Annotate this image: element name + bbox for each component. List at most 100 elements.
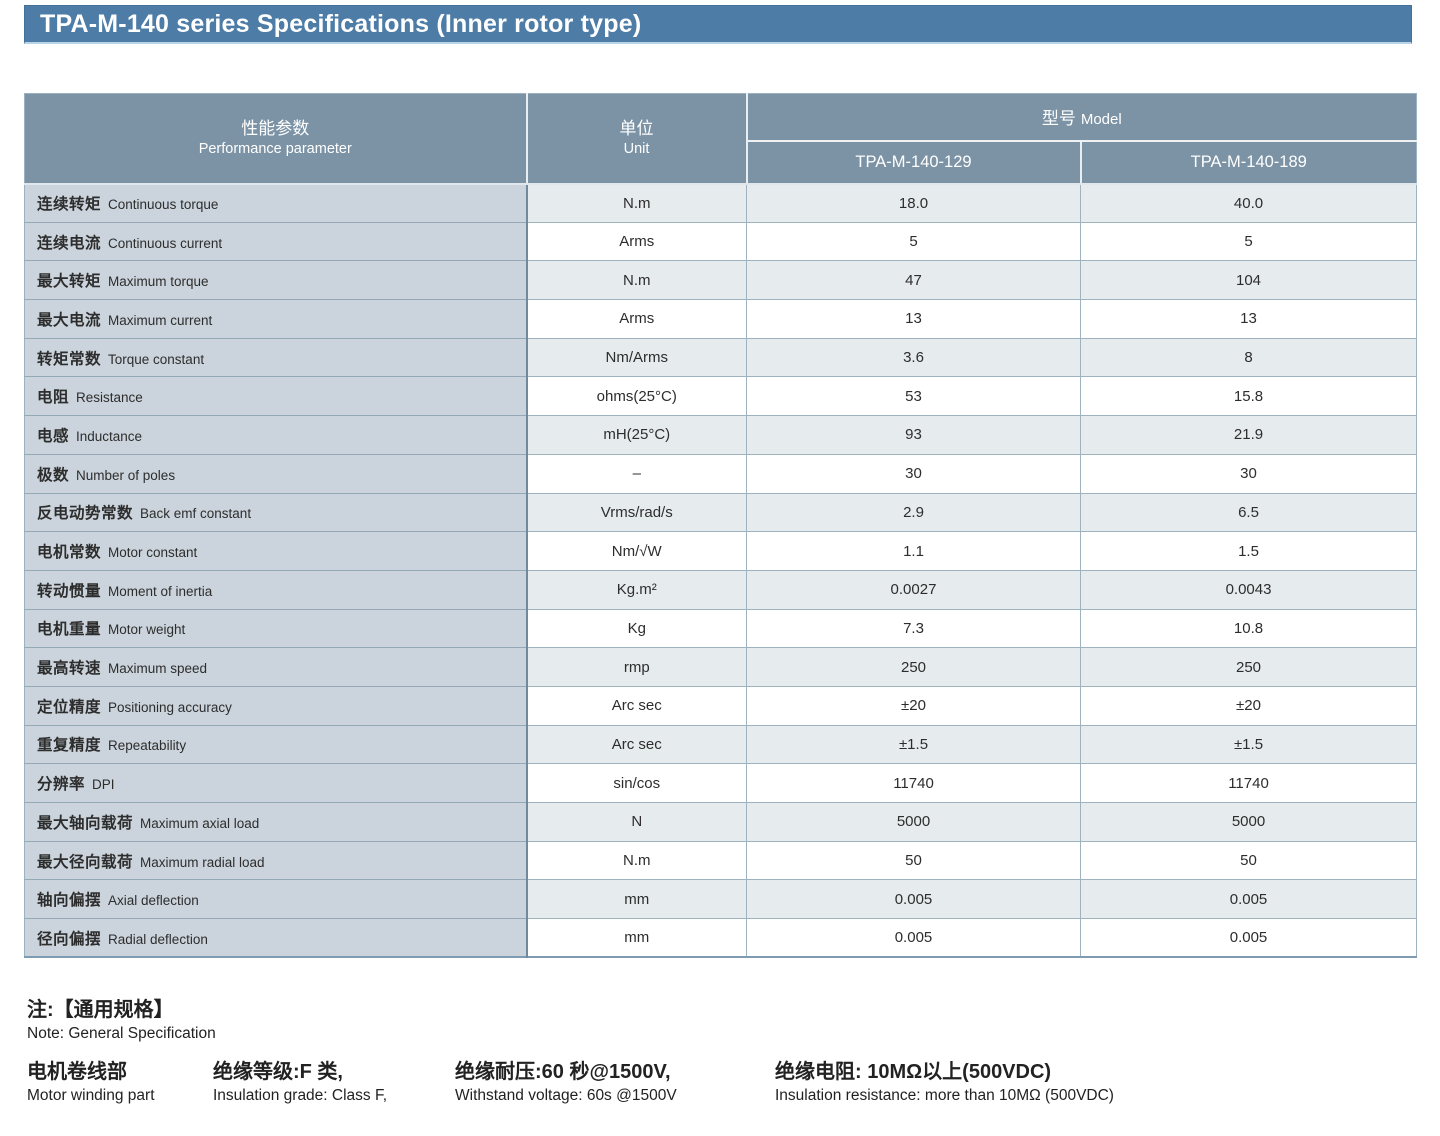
parameter-name-zh: 最大转矩 (37, 273, 102, 291)
header-performance-parameter-zh: 性能参数 (241, 118, 310, 138)
table-row: 重复精度 Repeatability Arc sec ±1.5 ±1.5 (24, 725, 1417, 765)
table-row: 电机常数 Motor constant Nm/√W 1.1 1.5 (24, 531, 1417, 571)
value-model-129: 5 (746, 222, 1081, 262)
value-model-129: 53 (746, 376, 1081, 417)
parameter-name-zh: 电阻 (37, 389, 70, 407)
table-row: 最高转速 Maximum speed rmp 250 250 (24, 647, 1417, 687)
unit-cell: Vrms/rad/s (526, 493, 747, 533)
header-unit-zh: 单位 (619, 118, 654, 138)
unit-cell: Kg (526, 609, 747, 649)
table-row: 电阻 Resistance ohms(25°C) 53 15.8 (24, 376, 1417, 417)
value-model-129: 5000 (746, 802, 1081, 842)
parameter-cell: 极数 Number of poles (24, 454, 528, 494)
parameter-name-en: Inductance (76, 428, 143, 444)
parameter-cell: 电感 Inductance (24, 415, 528, 455)
table-row: 径向偏摆 Radial deflection mm 0.005 0.005 (24, 918, 1417, 958)
parameter-cell: 径向偏摆 Radial deflection (24, 918, 528, 958)
unit-cell: ohms(25°C) (526, 376, 747, 417)
value-model-189: 10.8 (1080, 609, 1417, 649)
value-model-189: ±1.5 (1080, 725, 1417, 765)
table-row: 连续转矩 Continuous torque N.m 18.0 40.0 (24, 183, 1417, 223)
value-model-189: 13 (1080, 299, 1417, 339)
value-model-189: 8 (1080, 338, 1417, 378)
parameter-name-en: Continuous current (108, 235, 223, 251)
parameter-name-en: Maximum radial load (140, 854, 265, 870)
value-model-129: ±1.5 (746, 725, 1081, 765)
parameter-name-zh: 径向偏摆 (37, 930, 102, 948)
parameter-name-zh: 连续电流 (37, 234, 102, 252)
table-row: 转矩常数 Torque constant Nm/Arms 3.6 8 (24, 338, 1417, 378)
value-model-189: 5000 (1080, 802, 1417, 842)
parameter-name-zh: 连续转矩 (37, 196, 102, 214)
unit-cell: mH(25°C) (526, 415, 747, 455)
table-row: 分辨率 DPI sin/cos 11740 11740 (24, 763, 1417, 803)
header-performance-parameter: 性能参数 Performance parameter (24, 93, 528, 185)
unit-cell: Arc sec (526, 686, 747, 726)
page-title-bar: TPA-M-140 series Specifications (Inner r… (24, 5, 1412, 44)
parameter-name-en: Maximum torque (108, 274, 209, 290)
parameter-name-en: Torque constant (108, 351, 205, 367)
parameter-cell: 定位精度 Positioning accuracy (24, 686, 528, 726)
parameter-name-en: Maximum axial load (140, 815, 260, 831)
note-item-en: Motor winding part (27, 1087, 155, 1105)
note-item: 绝缘耐压:60 秒@1500V, Withstand voltage: 60s … (455, 1059, 775, 1106)
parameter-name-zh: 最高转速 (37, 660, 102, 678)
note-item: 绝缘等级:F 类, Insulation grade: Class F, (213, 1059, 455, 1106)
spec-table: 性能参数 Performance parameter 单位 Unit 型号 Mod… (24, 93, 1418, 959)
value-model-189: 1.5 (1080, 531, 1417, 571)
parameter-cell: 最大转矩 Maximum torque (24, 260, 528, 301)
parameter-name-zh: 最大轴向载荷 (37, 814, 134, 832)
value-model-189: 11740 (1080, 763, 1417, 803)
value-model-129: 30 (746, 454, 1081, 494)
value-model-129: 18.0 (746, 183, 1081, 223)
table-row: 极数 Number of poles – 30 30 (24, 454, 1417, 494)
table-row: 最大轴向载荷 Maximum axial load N 5000 5000 (24, 802, 1417, 842)
header-unit: 单位 Unit (526, 93, 748, 185)
parameter-name-en: Motor weight (108, 622, 186, 638)
unit-cell: Arms (526, 222, 747, 262)
value-model-189: 6.5 (1080, 493, 1417, 533)
table-row: 反电动势常数 Back emf constant Vrms/rad/s 2.9 6… (24, 493, 1417, 533)
parameter-cell: 最大电流 Maximum current (24, 299, 528, 339)
value-model-129: 0.005 (746, 918, 1081, 958)
unit-cell: – (526, 454, 747, 494)
table-row: 最大径向载荷 Maximum radial load N.m 50 50 (24, 841, 1417, 881)
unit-cell: Nm/Arms (526, 338, 747, 378)
value-model-189: 30 (1080, 454, 1417, 494)
note-item-zh: 绝缘等级:F 类, (213, 1061, 343, 1084)
value-model-189: 50 (1080, 841, 1417, 881)
parameter-name-en: Motor constant (108, 545, 198, 561)
parameter-name-zh: 电机常数 (37, 544, 102, 562)
parameter-name-zh: 极数 (37, 466, 70, 484)
header-unit-en: Unit (623, 140, 650, 157)
parameter-cell: 最大径向载荷 Maximum radial load (24, 841, 528, 881)
parameter-name-zh: 重复精度 (37, 737, 102, 755)
table-row: 电机重量 Motor weight Kg 7.3 10.8 (24, 609, 1417, 649)
parameter-name-zh: 最大径向载荷 (37, 853, 134, 871)
unit-cell: mm (526, 879, 747, 920)
table-row: 电感 Inductance mH(25°C) 93 21.9 (24, 415, 1417, 455)
parameter-name-en: Positioning accuracy (108, 699, 232, 715)
parameter-cell: 电机常数 Motor constant (24, 531, 528, 571)
parameter-name-en: Maximum current (108, 312, 213, 328)
parameter-cell: 重复精度 Repeatability (24, 725, 528, 765)
table-row: 最大电流 Maximum current Arms 13 13 (24, 299, 1417, 339)
parameter-name-en: Continuous torque (108, 197, 219, 213)
value-model-129: 0.005 (746, 879, 1081, 920)
parameter-cell: 反电动势常数 Back emf constant (24, 493, 528, 533)
value-model-129: 50 (746, 841, 1081, 881)
parameter-name-zh: 反电动势常数 (37, 505, 134, 523)
value-model-189: 0.0043 (1080, 570, 1417, 610)
value-model-129: 2.9 (746, 493, 1081, 533)
value-model-129: ±20 (746, 686, 1081, 726)
parameter-cell: 连续转矩 Continuous torque (24, 183, 528, 223)
parameter-cell: 轴向偏摆 Axial deflection (24, 879, 528, 920)
parameter-name-zh: 定位精度 (37, 698, 102, 716)
value-model-129: 7.3 (746, 609, 1081, 649)
value-model-129: 0.0027 (746, 570, 1081, 610)
value-model-189: 0.005 (1080, 918, 1417, 958)
note-item-en: Insulation grade: Class F, (213, 1087, 388, 1105)
value-model-129: 11740 (746, 763, 1081, 803)
value-model-189: 0.005 (1080, 879, 1417, 920)
parameter-name-zh: 最大电流 (37, 311, 102, 329)
